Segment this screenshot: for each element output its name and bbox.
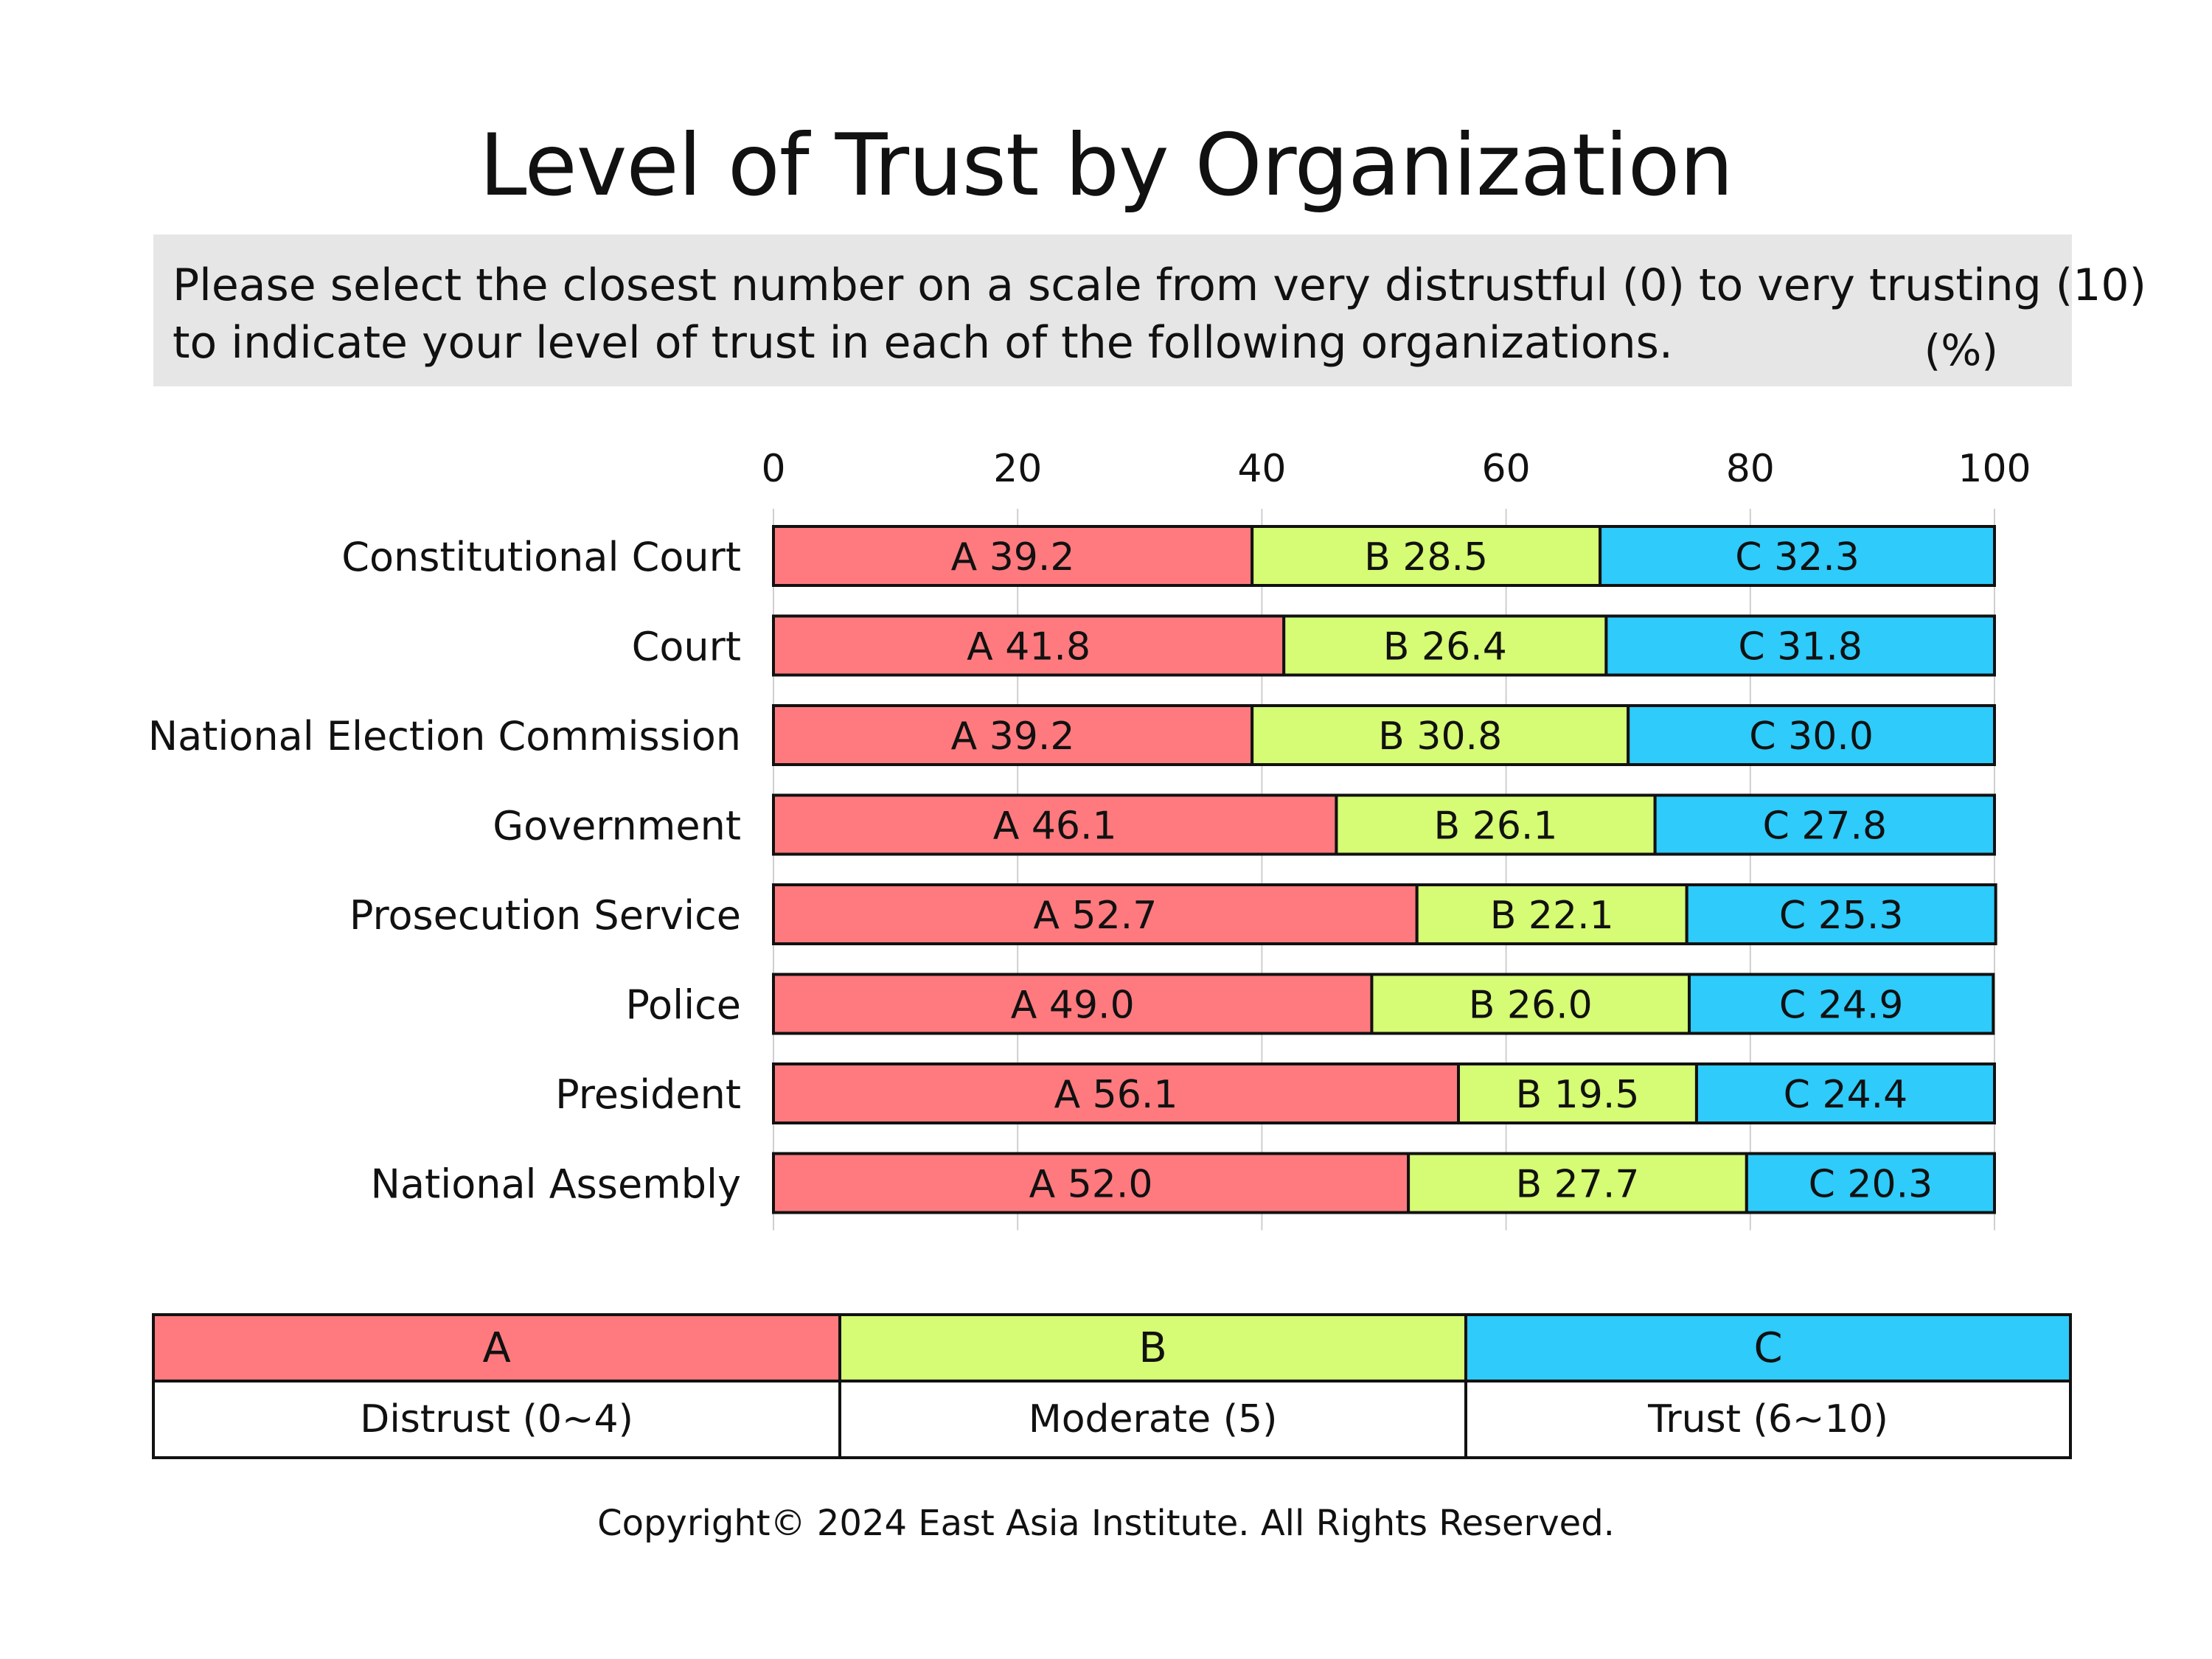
x-tick-label: 80 <box>1726 447 1775 491</box>
bar-segment-b <box>1335 793 1657 856</box>
copyright-notice: Copyright© 2024 East Asia Institute. All… <box>597 1503 1615 1544</box>
data-label: B 26.0 <box>1469 984 1593 1028</box>
data-label: C 24.4 <box>1784 1073 1908 1117</box>
data-label: C 25.3 <box>1779 894 1904 938</box>
bar-segment-b <box>1282 614 1608 677</box>
legend-code-a: A <box>151 1313 842 1382</box>
category-label: Prosecution Service <box>349 892 741 939</box>
bar-segment-c <box>1694 1062 1997 1124</box>
data-label: C 31.8 <box>1738 625 1863 669</box>
bar-segment-b <box>1407 1152 1748 1214</box>
data-label: C 30.0 <box>1749 714 1874 759</box>
legend-desc-row: Distrust (0~4) Moderate (5) Trust (6~10) <box>151 1380 2072 1459</box>
legend-desc-a: Distrust (0~4) <box>151 1380 842 1459</box>
bar-segment-c <box>1745 1152 1997 1214</box>
data-label: C 27.8 <box>1763 804 1888 849</box>
data-label: B 26.1 <box>1434 804 1558 849</box>
bar-segment-a <box>772 793 1338 856</box>
chart-title: Level of Trust by Organization <box>479 116 1733 215</box>
category-label: National Election Commission <box>148 713 741 759</box>
legend-table: A B C Distrust (0~4) Moderate (5) Trust … <box>151 1313 2072 1459</box>
bar-segment-c <box>1604 614 1997 677</box>
data-label: B 28.5 <box>1364 535 1488 580</box>
bar-segment-c <box>1688 973 1995 1035</box>
category-label: Government <box>493 803 741 849</box>
bar-segment-b <box>1415 883 1688 945</box>
x-tick-label: 0 <box>761 447 785 491</box>
x-axis-ticks: 0 20 40 60 80 100 <box>761 447 2031 491</box>
bar-segment-c <box>1653 793 1997 856</box>
x-tick-label: 20 <box>993 447 1042 491</box>
data-label: B 27.7 <box>1515 1163 1639 1207</box>
legend-code-row: A B C <box>151 1313 2072 1382</box>
bar-segment-a <box>772 614 1286 677</box>
bar-segment-b <box>1457 1062 1698 1124</box>
category-label: Court <box>632 624 741 670</box>
legend-desc-b: Moderate (5) <box>838 1380 1468 1459</box>
stacked-bar-chart: 0 20 40 60 80 100 A 39.2 B 28.5 C 32.3 A 41.8 B 2… <box>148 447 2031 1231</box>
legend-code-c: C <box>1464 1313 2072 1382</box>
data-label: C 24.9 <box>1779 984 1904 1028</box>
data-label: A 52.0 <box>1029 1163 1153 1207</box>
data-label: A 56.1 <box>1054 1073 1178 1117</box>
bar-segment-a <box>772 883 1419 945</box>
data-label: B 22.1 <box>1490 894 1614 938</box>
x-tick-label: 40 <box>1237 447 1286 491</box>
category-label: Constitutional Court <box>341 534 741 580</box>
data-label: A 46.1 <box>993 804 1117 849</box>
data-label: B 26.4 <box>1383 625 1507 669</box>
data-label: A 41.8 <box>967 625 1091 669</box>
bar-segment-a <box>772 1062 1461 1124</box>
bar-segment-a <box>772 973 1374 1035</box>
unit-label: (%) <box>1924 325 1998 375</box>
data-label: A 39.2 <box>951 535 1075 580</box>
category-label: Police <box>625 982 741 1029</box>
data-label: A 39.2 <box>951 714 1075 759</box>
data-label: C 32.3 <box>1735 535 1860 580</box>
data-label: C 20.3 <box>1809 1163 1933 1207</box>
bar-segment-c <box>1599 525 1997 587</box>
question-line-2: to indicate your level of trust in each … <box>173 317 1673 369</box>
bar-segment-c <box>1685 883 1997 945</box>
category-label: National Assembly <box>371 1161 741 1208</box>
bars: A 39.2 B 28.5 C 32.3 A 41.8 B 26.4 C 31.8 A 39… <box>772 525 1997 1214</box>
legend-desc-c: Trust (6~10) <box>1464 1380 2072 1459</box>
bar-segment-b <box>1251 704 1630 766</box>
data-label: B 19.5 <box>1515 1073 1639 1117</box>
data-label: B 30.8 <box>1378 714 1502 759</box>
legend-code-b: B <box>838 1313 1468 1382</box>
x-tick-label: 60 <box>1482 447 1531 491</box>
question-line-1: Please select the closest number on a sc… <box>173 260 2146 311</box>
category-labels: Constitutional Court Court National Electi… <box>148 534 741 1208</box>
data-label: A 52.7 <box>1033 894 1157 938</box>
bar-segment-a <box>772 1152 1411 1214</box>
x-tick-label: 100 <box>1958 447 2031 491</box>
data-label: A 49.0 <box>1011 984 1135 1028</box>
bar-segment-b <box>1370 973 1691 1035</box>
category-label: President <box>555 1071 741 1118</box>
question-box: Please select the closest number on a sc… <box>153 234 2146 386</box>
bar-segment-c <box>1627 704 1996 766</box>
